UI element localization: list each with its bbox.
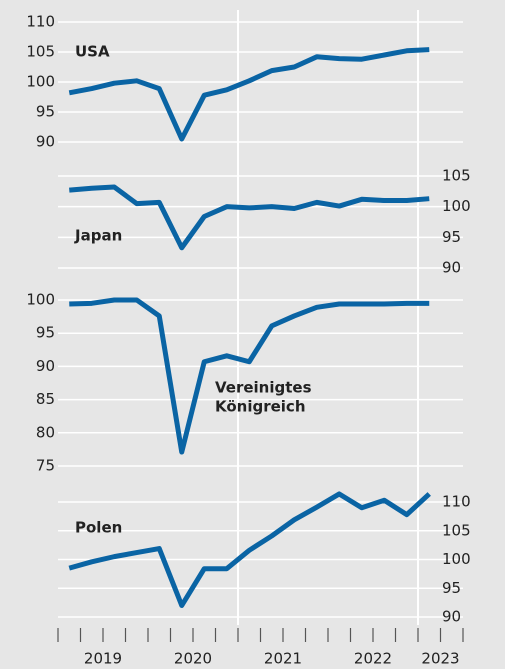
- y-tick-label: 80: [36, 423, 55, 441]
- y-tick-label: 90: [442, 608, 461, 626]
- series-label: USA: [75, 43, 110, 61]
- line-series: [68, 491, 431, 608]
- y-tick-label: 105: [442, 167, 471, 185]
- y-tick-label: 95: [36, 103, 55, 121]
- x-tick-label: 2019: [84, 650, 122, 668]
- y-tick-label: 95: [442, 579, 461, 597]
- x-tick-label: 2020: [174, 650, 212, 668]
- y-tick-label: 100: [26, 291, 55, 309]
- y-tick-label: 75: [36, 457, 55, 475]
- series-label: Japan: [74, 227, 122, 245]
- y-tick-label: 90: [36, 133, 55, 151]
- line-series: [69, 184, 430, 251]
- series-label: Vereinigtes: [215, 379, 312, 397]
- x-tick-label: 2021: [264, 650, 302, 668]
- line-series: [69, 297, 430, 455]
- x-tick-label: 2023: [421, 650, 459, 668]
- y-tick-label: 105: [442, 521, 471, 539]
- y-tick-label: 110: [442, 493, 471, 511]
- y-tick-label: 85: [36, 390, 55, 408]
- grid: [58, 10, 463, 625]
- series-label: Königreich: [215, 398, 306, 416]
- y-tick-label: 100: [442, 197, 471, 215]
- y-tick-label: 95: [442, 228, 461, 246]
- y-tick-label: 105: [26, 43, 55, 61]
- y-tick-label: 100: [442, 550, 471, 568]
- y-tick-label: 90: [36, 357, 55, 375]
- series-label: Polen: [75, 519, 122, 537]
- y-tick-label: 100: [26, 73, 55, 91]
- y-tick-label: 95: [36, 324, 55, 342]
- line-series: [68, 47, 430, 142]
- y-tick-label: 110: [26, 13, 55, 31]
- x-tick-label: 2022: [354, 650, 392, 668]
- y-tick-label: 90: [442, 259, 461, 277]
